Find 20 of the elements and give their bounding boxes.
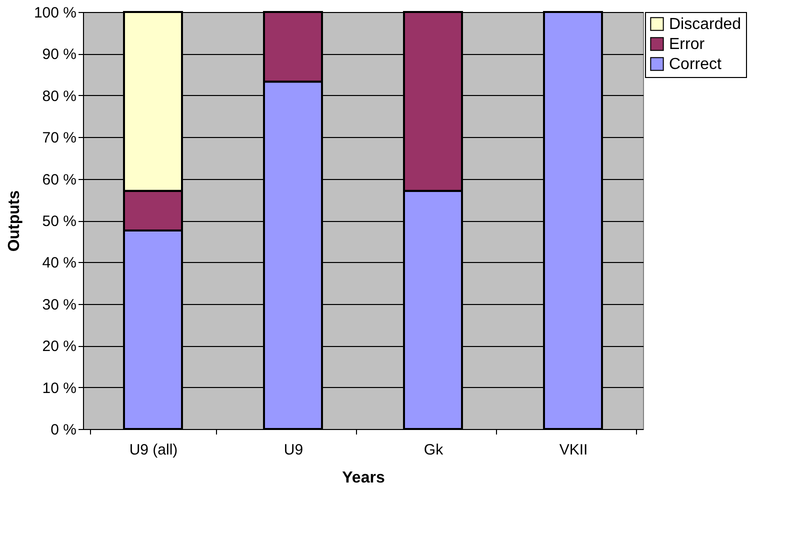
y-tick-label: 90 % (42, 46, 76, 64)
x-tick-label: VKII (559, 442, 588, 458)
legend-label: Discarded (669, 16, 742, 33)
x-axis-title: Years (342, 470, 385, 486)
y-tick-label: 60 % (42, 171, 76, 188)
y-tick-label: 80 % (42, 88, 76, 105)
y-tick-label: 20 % (42, 338, 76, 356)
y-tick-label: 30 % (42, 296, 76, 314)
y-tick-label: 50 % (42, 213, 76, 230)
x-tick-label: U9 (all) (129, 442, 178, 458)
x-tick-label: Gk (424, 442, 444, 458)
y-tick-label: 0 % (50, 422, 76, 438)
y-tick-label: 40 % (42, 254, 76, 272)
y-tick-label: 70 % (42, 130, 76, 147)
legend-label: Correct (669, 56, 722, 73)
x-tick-label: U9 (284, 442, 304, 458)
y-tick-label: 100 % (34, 4, 76, 22)
legend-label: Error (669, 36, 706, 53)
y-tick-label: 10 % (42, 380, 76, 397)
y-axis-title: Outputs (6, 190, 23, 252)
